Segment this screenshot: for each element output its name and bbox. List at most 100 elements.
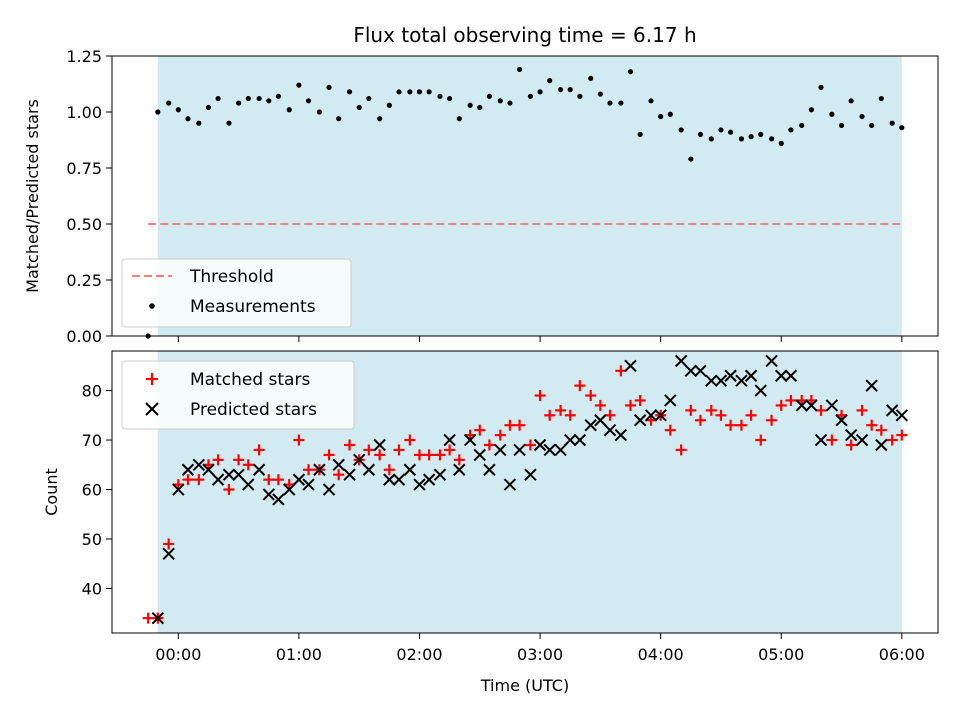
matched-point	[233, 454, 245, 466]
predicted-point	[211, 473, 225, 486]
matched-point	[725, 419, 737, 431]
predicted-point	[633, 414, 647, 427]
measurement-point	[507, 100, 513, 106]
measurement-point	[838, 122, 845, 129]
measurement-point	[166, 100, 172, 106]
measurement-point	[185, 116, 191, 122]
matched-point	[453, 454, 465, 466]
measurement-point	[396, 89, 402, 95]
predicted-point	[494, 443, 507, 457]
measurement-point	[175, 107, 181, 113]
measurement-point	[196, 120, 202, 126]
predicted-point	[262, 488, 275, 501]
matched-point	[142, 612, 154, 624]
predicted-point	[735, 374, 748, 387]
predicted-point	[524, 468, 537, 481]
predicted-point	[422, 473, 436, 486]
predicted-point	[644, 409, 658, 422]
matched-point	[715, 409, 727, 421]
matched-point	[735, 419, 747, 431]
measurement-point	[627, 69, 634, 75]
matched-point	[404, 434, 416, 446]
matched-point	[193, 474, 205, 486]
matched-point	[564, 409, 576, 421]
measurement-point	[637, 131, 643, 137]
measurement-point	[618, 100, 624, 106]
predicted-point	[513, 443, 526, 457]
predicted-point	[343, 468, 356, 481]
measurement-point	[708, 136, 714, 142]
predicted-point	[463, 433, 477, 447]
threshold-legend-label: Threshold	[189, 267, 274, 287]
matched-point	[333, 469, 345, 481]
predicted-point	[322, 483, 336, 496]
matched-point	[344, 439, 356, 451]
predicted-point	[825, 399, 839, 412]
measurement-point	[286, 107, 292, 113]
ratio-y-tick-label: 0.50	[66, 215, 102, 234]
measurement-point	[557, 87, 564, 93]
x-tick-label: 05:00	[758, 645, 804, 664]
measurement-point	[256, 95, 262, 102]
measurement-point	[808, 107, 814, 113]
predicted-point	[413, 478, 426, 491]
predicted-point	[222, 468, 236, 481]
matched-points	[142, 365, 908, 624]
predicted-point	[242, 478, 255, 491]
predicted-point	[302, 478, 315, 491]
matched-point	[494, 429, 506, 441]
matched-point	[534, 390, 546, 402]
predicted-legend-label: Predicted stars	[190, 400, 317, 420]
predicted-point	[784, 369, 798, 382]
matched-point	[685, 404, 697, 416]
ratio-y-tick-label: 0.75	[66, 159, 102, 178]
measurement-point	[778, 140, 784, 146]
predicted-point	[453, 463, 466, 476]
measurement-point	[416, 89, 423, 95]
measurement-point	[648, 98, 654, 104]
measurement-point	[738, 136, 745, 142]
measurement-point	[366, 95, 372, 102]
x-tick-label: 02:00	[396, 645, 442, 664]
matched-point	[383, 464, 395, 476]
matched-point	[413, 449, 425, 461]
measurement-point	[859, 113, 865, 120]
measurement-point	[215, 95, 221, 102]
measurement-point	[527, 93, 534, 99]
predicted-point	[765, 354, 778, 368]
measurement-point	[597, 91, 603, 97]
count-y-tick-label: 50	[82, 530, 102, 549]
matched-point	[585, 390, 597, 402]
measurement-point	[899, 125, 905, 131]
measurement-point	[697, 131, 704, 137]
matched-point	[212, 454, 224, 466]
matched-point	[625, 399, 637, 411]
measurement-point	[437, 93, 443, 99]
measurements-legend-swatch	[149, 303, 155, 309]
x-tick-label: 06:00	[879, 645, 925, 664]
measurement-point	[848, 98, 854, 104]
measurement-point	[869, 122, 875, 129]
measurement-points	[145, 66, 905, 339]
x-tick-label: 00:00	[155, 645, 201, 664]
predicted-point	[564, 433, 577, 447]
predicted-point	[795, 399, 808, 412]
matched-point	[293, 434, 305, 446]
measurement-point	[477, 104, 483, 111]
predicted-point	[865, 379, 878, 392]
predicted-point	[181, 463, 195, 476]
measurement-point	[447, 95, 453, 102]
measurement-point	[567, 87, 573, 93]
measurement-point	[818, 84, 824, 90]
predicted-point	[332, 458, 345, 471]
measurement-point	[678, 127, 684, 133]
measurement-point	[456, 116, 462, 122]
predicted-point	[352, 453, 366, 467]
predicted-point	[252, 463, 266, 476]
count-y-tick-label: 60	[82, 481, 102, 500]
count-y-tick-label: 70	[82, 431, 102, 450]
ratio-panel-frame	[111, 55, 939, 337]
predicted-point	[392, 473, 406, 486]
matched-point	[886, 434, 898, 446]
measurement-point	[266, 98, 272, 104]
